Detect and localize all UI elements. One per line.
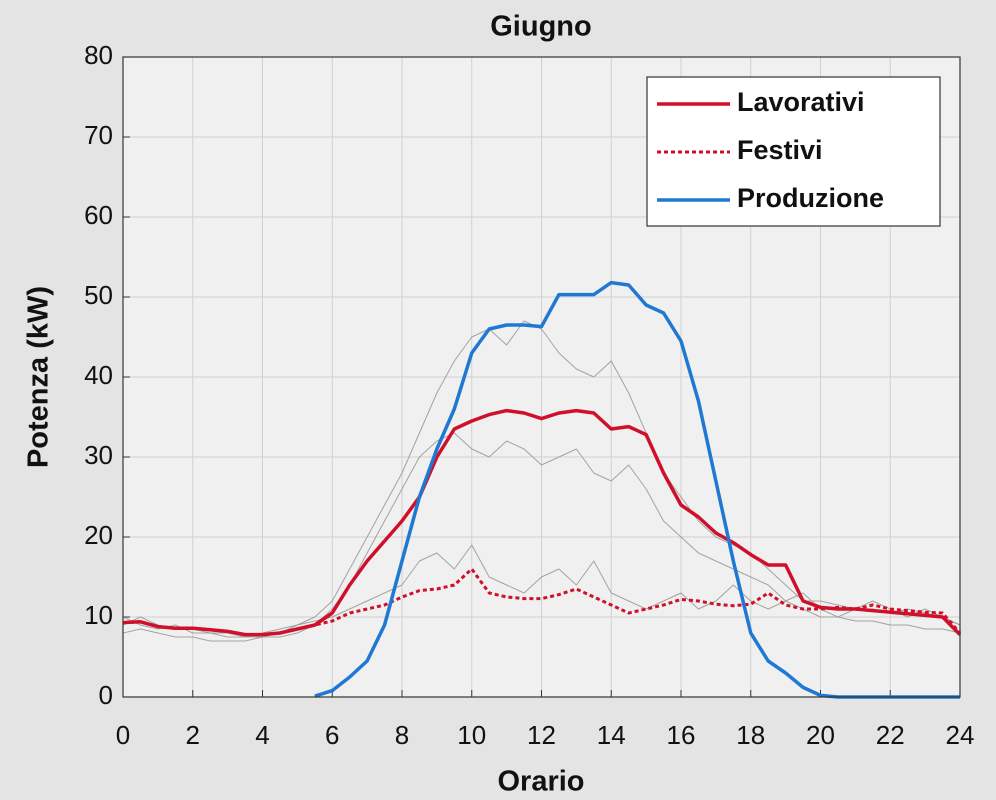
y-tick-label: 30 [84,440,113,470]
y-axis-label: Potenza (kW) [23,286,55,468]
x-tick-label: 10 [457,720,486,750]
x-tick-label: 2 [186,720,200,750]
x-axis-label: Orario [497,766,584,798]
x-tick-label: 24 [946,720,975,750]
legend-label: Produzione [737,183,884,213]
x-tick-label: 12 [527,720,556,750]
y-tick-label: 10 [84,600,113,630]
x-tick-label: 14 [597,720,626,750]
x-tick-label: 16 [667,720,696,750]
y-tick-label: 0 [99,680,113,710]
x-tick-label: 0 [116,720,130,750]
x-tick-label: 20 [806,720,835,750]
y-tick-label: 20 [84,520,113,550]
legend-label: Lavorativi [737,87,865,117]
y-tick-label: 60 [84,200,113,230]
y-tick-label: 80 [84,40,113,70]
y-tick-label: 70 [84,120,113,150]
x-tick-label: 8 [395,720,409,750]
x-tick-label: 4 [255,720,269,750]
chart-title: Giugno [490,11,591,43]
x-tick-label: 6 [325,720,339,750]
legend-label: Festivi [737,135,823,165]
chart: Giugno Orario Potenza (kW) 0102030405060… [0,0,996,800]
y-tick-label: 50 [84,280,113,310]
y-tick-label: 40 [84,360,113,390]
x-tick-label: 18 [736,720,765,750]
x-tick-label: 22 [876,720,905,750]
page: {"chart_data": {"type": "line", "title":… [0,0,996,800]
